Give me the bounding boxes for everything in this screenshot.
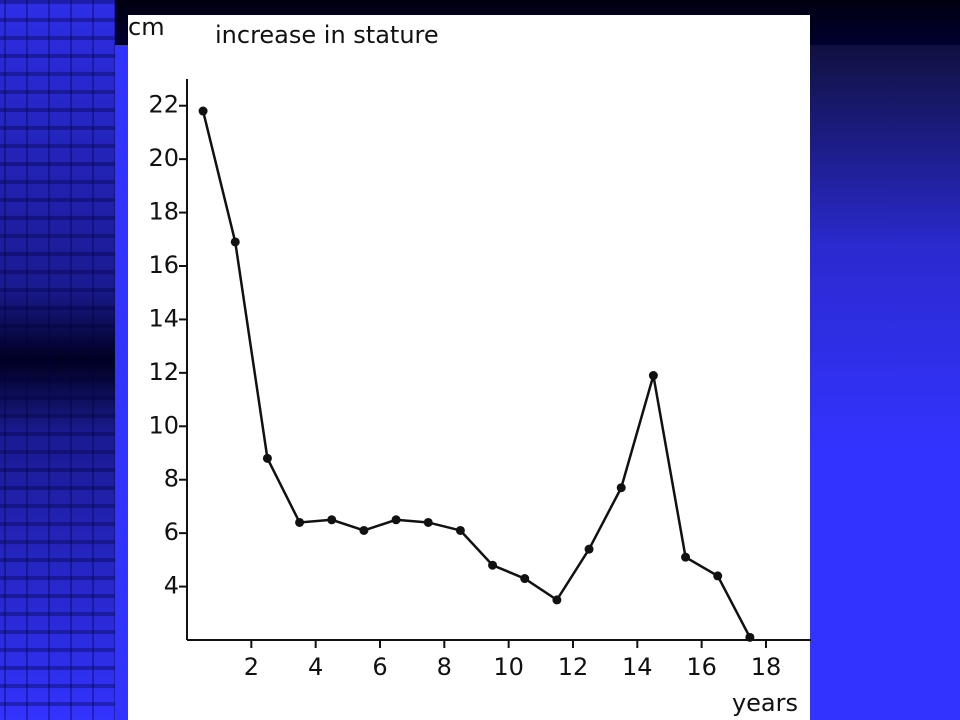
y-tick-label: 20 [148,144,179,172]
y-tick-label: 6 [164,518,179,546]
data-point [648,371,658,381]
data-point [552,595,562,605]
x-axis-label: years [732,689,798,717]
x-tick-label: 14 [622,653,653,681]
x-tick-label: 10 [493,653,524,681]
x-tick-label: 6 [372,653,387,681]
data-point [295,517,305,527]
data-point [423,517,433,527]
data-line [201,110,751,638]
data-point [681,552,691,562]
y-tick-label: 8 [164,465,179,493]
y-tick-label: 10 [148,411,179,439]
chart-panel [128,15,810,720]
data-point [584,544,594,554]
data-point [198,106,208,116]
x-tick-label: 16 [686,653,717,681]
data-point [262,453,272,463]
data-point [488,560,498,570]
data-point [745,632,755,642]
right-band [810,45,960,720]
data-point [520,574,530,584]
y-tick-label: 14 [148,304,179,332]
y-tick-label: 12 [148,358,179,386]
x-tick-label: 4 [308,653,323,681]
data-point [616,483,626,493]
y-tick-label: 16 [148,251,179,279]
y-tick-label: 18 [148,198,179,226]
data-point [713,571,723,581]
data-point [327,515,337,525]
x-tick-label: 2 [244,653,259,681]
data-point [391,515,401,525]
y-tick-label: 4 [164,572,179,600]
data-point [230,237,240,247]
y-tick-label: 22 [148,91,179,119]
x-tick-label: 18 [751,653,782,681]
chart-title: increase in stature [215,21,439,49]
data-point [455,525,465,535]
y-axis-label: cm [128,13,165,41]
data-point [359,525,369,535]
left-strip [0,0,115,720]
x-tick-label: 8 [437,653,452,681]
x-tick-label: 12 [558,653,589,681]
